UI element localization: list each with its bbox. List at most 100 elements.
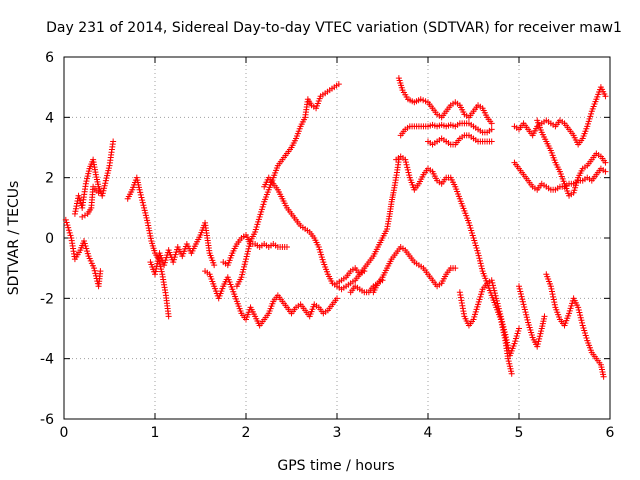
data-point [490, 282, 496, 289]
data-point [477, 260, 484, 267]
data-point [478, 291, 485, 298]
data-point [102, 180, 109, 187]
data-point [474, 247, 481, 254]
data-point [512, 338, 519, 345]
data-point [513, 333, 520, 340]
data-point [379, 277, 386, 284]
data-point [83, 245, 90, 252]
data-point [153, 263, 160, 270]
data-point [317, 249, 324, 256]
data-point [478, 265, 485, 272]
data-point [258, 206, 265, 213]
data-point [505, 358, 512, 365]
x-tick-label: 0 [60, 425, 69, 441]
data-point [515, 328, 522, 335]
data-point [471, 237, 478, 244]
series-track-i [261, 174, 368, 293]
data-point [72, 205, 79, 212]
data-point [537, 330, 544, 337]
y-tick-label: 4 [45, 110, 54, 126]
data-point [500, 323, 507, 330]
data-point [524, 316, 531, 323]
data-point [577, 314, 584, 321]
data-point [152, 271, 158, 278]
data-point [161, 262, 168, 269]
series-track-m [393, 153, 515, 377]
series-track-k [370, 244, 459, 296]
data-point [586, 115, 593, 122]
data-point [570, 189, 577, 196]
data-point [573, 179, 580, 186]
data-point [536, 335, 543, 342]
series-track-v [543, 271, 607, 380]
data-point [488, 126, 495, 133]
data-point [585, 120, 592, 127]
data-point [243, 253, 250, 260]
data-point [65, 227, 72, 234]
data-point [579, 319, 586, 326]
data-point [73, 203, 80, 210]
data-point [252, 226, 259, 233]
data-point [534, 343, 541, 350]
data-point [580, 324, 587, 331]
data-point [100, 187, 107, 194]
data-point [242, 258, 249, 265]
data-point [475, 298, 482, 305]
data-point [246, 240, 253, 247]
data-point [488, 277, 495, 284]
data-point [460, 310, 467, 317]
data-point [82, 180, 89, 187]
data-point [475, 250, 482, 257]
data-point [152, 268, 159, 275]
data-point [171, 254, 178, 261]
data-point [162, 257, 169, 264]
data-point [104, 170, 111, 177]
data-point [536, 333, 543, 340]
y-tick-label: 0 [45, 231, 54, 247]
data-point [472, 242, 479, 249]
data-point [497, 310, 504, 317]
data-point [79, 213, 86, 220]
data-point [258, 208, 265, 215]
data-point [496, 308, 503, 315]
data-point [66, 229, 73, 236]
data-point [547, 283, 554, 290]
data-point [566, 310, 573, 317]
data-point [238, 274, 245, 281]
data-point [104, 172, 111, 179]
data-point [72, 208, 79, 215]
data-point [101, 185, 108, 192]
series-track-l [347, 277, 386, 296]
data-point [163, 254, 170, 261]
series-track-s [511, 84, 609, 148]
grid [64, 57, 610, 419]
data-point [146, 230, 153, 237]
data-point [469, 232, 476, 239]
data-point [582, 332, 589, 339]
data-point [495, 305, 502, 312]
data-point [143, 214, 150, 221]
data-point [577, 312, 584, 319]
data-point [147, 235, 154, 242]
x-tick-label: 2 [242, 425, 251, 441]
data-point [474, 303, 481, 310]
data-point [161, 259, 168, 266]
y-tick-label: 2 [45, 171, 54, 187]
series-track-r [516, 283, 548, 350]
data-point [256, 213, 263, 220]
data-point [141, 204, 148, 211]
data-point [246, 243, 253, 250]
data-point [567, 305, 574, 312]
data-point [74, 200, 80, 207]
data-point [521, 306, 528, 313]
series-track-c [79, 183, 102, 220]
data-point [548, 288, 555, 295]
data-point [244, 250, 251, 257]
data-point [520, 301, 527, 308]
data-point [505, 355, 512, 362]
data-point [519, 296, 526, 303]
data-point [253, 223, 260, 230]
data-point [489, 279, 496, 286]
data-point [84, 248, 91, 255]
data-point [478, 263, 485, 270]
